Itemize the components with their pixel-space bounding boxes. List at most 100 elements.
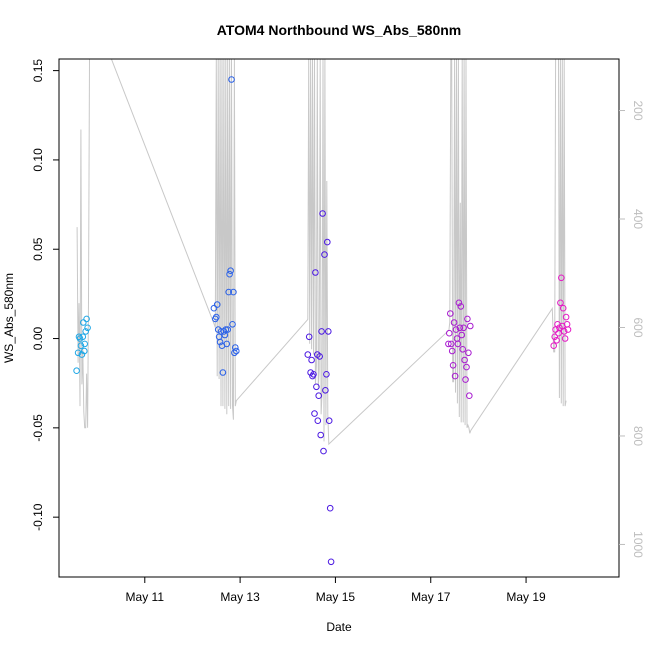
data-point: [304, 351, 312, 358]
data-point: [467, 322, 474, 330]
data-point: [80, 319, 87, 326]
data-point: [451, 372, 459, 380]
data-point: [305, 333, 313, 341]
data-point: [463, 363, 470, 371]
data-point: [449, 362, 457, 369]
data-point: [74, 349, 82, 357]
data-point: [446, 329, 453, 337]
data-point: [324, 238, 331, 246]
data-point: [320, 447, 327, 455]
data-point: [84, 324, 91, 332]
data-point: [224, 326, 231, 333]
data-point: [561, 335, 569, 342]
right-axis: 200 400 600 800 1000: [619, 100, 645, 558]
chart-title: ATOM4 Northbound WS_Abs_580nm: [217, 22, 462, 38]
data-point: [321, 251, 328, 258]
data-point: [316, 353, 324, 360]
data-point: [458, 331, 466, 339]
data-point: [319, 210, 326, 217]
data-point: [558, 274, 565, 282]
data-point: [325, 417, 333, 425]
data-point: [81, 340, 88, 348]
data-point: [216, 338, 224, 346]
right-tick-label: 800: [631, 426, 645, 446]
data-point: [327, 558, 335, 566]
x-axis: May 11 May 13 May 15 May 17 May 19: [126, 577, 546, 604]
data-point: [318, 328, 325, 335]
data-point: [551, 333, 559, 341]
data-point: [227, 267, 234, 275]
x-tick-label: May 19: [506, 590, 546, 604]
data-point: [460, 324, 467, 332]
y-axis-label: WS_Abs_580nm: [2, 273, 16, 363]
data-point: [560, 328, 568, 335]
data-point: [559, 304, 567, 312]
data-point: [459, 346, 467, 353]
data-point: [210, 304, 218, 312]
data-point: [310, 371, 317, 378]
y-tick-label: -0.05: [31, 414, 45, 442]
data-point: [564, 326, 572, 333]
data-point: [225, 288, 232, 296]
data-point: [557, 299, 564, 307]
data-point: [83, 315, 90, 323]
x-tick-label: May 15: [316, 590, 356, 604]
data-point: [228, 76, 235, 83]
data-point: [232, 344, 239, 351]
data-point: [311, 410, 318, 417]
plot-frame: [58, 58, 620, 578]
data-points-layer: [73, 76, 572, 566]
data-point: [219, 369, 227, 376]
right-tick-label: 200: [631, 100, 645, 120]
data-point: [457, 303, 465, 310]
data-point: [73, 367, 80, 375]
data-point: [226, 270, 233, 278]
right-tick-label: 400: [631, 209, 645, 229]
secondary-series-line: [76, 58, 567, 446]
data-point: [317, 431, 325, 439]
x-tick-label: May 11: [126, 590, 165, 604]
data-point: [223, 340, 231, 348]
data-point: [466, 392, 473, 400]
data-point: [81, 347, 88, 355]
data-point: [455, 299, 463, 307]
data-point: [325, 328, 332, 335]
x-axis-label: Date: [326, 620, 352, 634]
data-point: [456, 324, 464, 332]
y-tick-label: -0.10: [31, 503, 45, 531]
y-tick-label: 0.00: [31, 326, 45, 350]
data-point: [450, 319, 458, 326]
right-tick-label: 1000: [631, 531, 645, 558]
data-point: [447, 310, 454, 317]
data-point: [222, 326, 230, 333]
data-point: [550, 342, 558, 350]
data-point: [213, 301, 221, 308]
data-point: [445, 340, 452, 348]
data-point: [462, 376, 469, 383]
data-point: [322, 387, 329, 394]
x-tick-label: May 13: [220, 590, 260, 604]
data-point: [464, 315, 471, 323]
data-point: [315, 392, 323, 400]
data-point: [308, 356, 315, 364]
data-point: [454, 340, 462, 348]
data-point: [213, 313, 220, 321]
data-point: [312, 269, 319, 276]
data-point: [448, 347, 456, 355]
y-tick-label: 0.05: [31, 237, 45, 261]
data-point: [323, 371, 330, 378]
x-tick-label: May 17: [411, 590, 451, 604]
data-point: [452, 326, 460, 333]
data-point: [229, 321, 236, 328]
data-point: [82, 328, 89, 335]
y-axis: -0.10 -0.05 0.00 0.05 0.10 0.15: [31, 59, 59, 531]
y-tick-label: 0.15: [31, 59, 45, 83]
data-point: [447, 340, 455, 348]
right-tick-label: 600: [631, 317, 645, 337]
data-point: [313, 383, 320, 391]
data-point: [220, 328, 228, 335]
secondary-line-layer: [76, 58, 567, 446]
data-point: [77, 342, 85, 350]
data-point: [553, 337, 560, 344]
